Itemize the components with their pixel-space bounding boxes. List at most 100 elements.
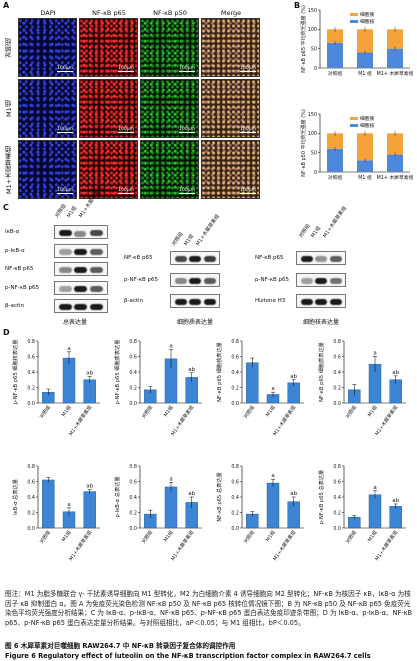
panel-b-chart-p50: 0 50 100 150 NF-κB p50 平均荧光强度 (%) 对照组 M1 组 M1+ … [298, 109, 416, 200]
significance-label: ab [188, 367, 195, 373]
blot1-label-p-ikba: p-IκB-α [5, 248, 25, 254]
y-tick-label: 0.6 [129, 354, 137, 360]
significance-label: a [169, 344, 172, 350]
y-axis-label: p-IκB-α 总表达量 [113, 476, 121, 517]
blot1-strip-ikba [54, 225, 108, 239]
row-label-control: 对照组 [5, 38, 13, 58]
bar-cytoplasm [387, 133, 403, 155]
y-tick-label: 0.6 [27, 479, 35, 485]
y-tick-label: 0.0 [129, 526, 137, 532]
panel-d-label: D [3, 328, 10, 337]
bar [348, 516, 361, 529]
bar [164, 486, 178, 529]
scale-bar: 100μm [179, 127, 195, 133]
blot1-label-ikba: IκB-α [5, 229, 20, 235]
micrograph-merge-m1: 100μm [201, 79, 260, 138]
x-tick-label: M1 组 [358, 174, 372, 181]
x-tick-label: M1 组 [358, 70, 372, 77]
bar-chart-svg: 0.00.20.40.60.8p-IκB-α 总表达量对照组aM1组abM1+木… [113, 464, 202, 562]
blot2-title: 细胞质表达量 [176, 319, 213, 326]
blot3-strip-p-p65 [296, 273, 346, 287]
y-tick-label: 0.2 [333, 385, 341, 391]
channel-label-dapi: DAPI [40, 9, 56, 17]
x-tick-label: 对照组 [344, 404, 358, 420]
figure-title-en: Figure 6 Regulatory effect of luteolin o… [5, 652, 371, 660]
scale-bar: 100μm [240, 66, 256, 72]
bar [83, 379, 96, 404]
significance-label: ab [392, 370, 399, 376]
micrograph-p50-control: 100μm [140, 18, 199, 77]
y-tick-label: 0.2 [333, 510, 341, 516]
y-axis-label: NF-κB p50 平均荧光强度 (%) [300, 109, 307, 177]
x-tick-label: 对照组 [38, 404, 52, 420]
micrograph-dapi-luteolin: 100μm [18, 140, 77, 199]
x-tick-label: 对照组 [242, 404, 256, 420]
figure-notes: 图注：M1 为脂多糖联合 γ- 干扰素诱导细胞向 M1 型转化，M2 为白细胞介… [5, 590, 413, 627]
x-tick-label: M1组 [162, 404, 175, 418]
bar-nucleus [327, 148, 343, 172]
y-tick-label: 0.8 [129, 339, 137, 345]
y-tick-label: 100 [308, 27, 317, 33]
bar [389, 506, 402, 529]
significance-label: a [67, 346, 70, 352]
y-tick-label: 0.0 [129, 401, 137, 407]
x-tick-label: 对照组 [242, 529, 256, 545]
y-tick-label: 50 [311, 46, 317, 52]
y-axis-label: p-NF-κB p65 细胞核表达量 [11, 340, 19, 405]
scale-bar: 100μm [118, 127, 134, 133]
blot3-label-p-p65: p-NF-κB p65 [255, 277, 289, 283]
blot1-strip-actin [54, 299, 108, 313]
blot2-label-actin: β-actin [124, 298, 144, 304]
y-tick-label: 0.2 [231, 510, 239, 516]
blot3-strip-p65 [296, 251, 346, 265]
bar-cytoplasm [357, 133, 373, 161]
scale-bar: 100μm [57, 66, 73, 72]
legend-swatch-nucleus [350, 124, 358, 127]
panel-d-chart-5: 0.0 0.2 0.4 0.6 0.8 IκB-α 总表达量 对照组 a M1组 ab M1+木犀草… [8, 460, 108, 578]
significance-label: ab [290, 374, 297, 380]
y-tick-label: 0.6 [333, 354, 341, 360]
bar [246, 362, 259, 404]
y-tick-label: 0.2 [27, 510, 35, 516]
bar-chart-svg: 0.00.20.40.60.8NF-κB p65 总表达量对照组aM1组abM1… [215, 464, 304, 562]
y-axis-label: NF-κB p65 平均荧光强度 (%) [300, 5, 307, 73]
scale-bar: 100μm [57, 127, 73, 133]
row-label-m1: M1组 [5, 100, 13, 118]
y-tick-label: 0.8 [231, 464, 239, 470]
y-tick-label: 0.8 [27, 464, 35, 470]
panel-d-chart-7: 0.0 0.2 0.4 0.6 0.8 NF-κB p65 总表达量 对照组 a M1组 ab M1… [212, 460, 312, 578]
blot1-title: 总表达量 [62, 319, 87, 326]
legend-swatch-nucleus [350, 20, 358, 23]
y-tick-label: 0.2 [231, 385, 239, 391]
blot2-strip-actin [170, 294, 220, 308]
y-tick-label: 0.0 [231, 401, 239, 407]
y-tick-label: 0.4 [231, 495, 239, 501]
legend-swatch-cytoplasm [350, 13, 358, 16]
blot1-label-actin: β-actin [5, 303, 25, 309]
significance-label: ab [86, 483, 93, 489]
blot2-col-m1-luteolin: M1+木犀草素组 [195, 213, 222, 247]
micrograph-merge-luteolin: 100μm [201, 140, 260, 199]
blot2-col-control: 对照组 [171, 231, 185, 247]
y-tick-label: 0.8 [333, 339, 341, 345]
bar [266, 482, 280, 529]
y-axis-label: p-NF-κB p65 细胞质表达量 [113, 340, 121, 405]
y-axis-label: p-NF-κB p65 总表达量 [317, 470, 325, 524]
blot3-col-control: 对照组 [298, 223, 312, 239]
scale-bar: 100μm [179, 66, 195, 72]
micrograph-dapi-control: 100μm [18, 18, 77, 77]
panel-d-chart-2: 0.0 0.2 0.4 0.6 0.8 p-NF-κB p65 细胞质表达量 对照组 a M1组… [110, 335, 210, 453]
y-tick-label: 0 [314, 66, 317, 72]
y-tick-label: 0.4 [129, 370, 137, 376]
y-tick-label: 0.0 [27, 401, 35, 407]
bar-nucleus [327, 42, 343, 68]
bar-cytoplasm [327, 29, 343, 43]
x-tick-label: M1组 [162, 529, 175, 543]
y-tick-label: 0.4 [27, 370, 35, 376]
blot3-label-histone: Histone H3 [255, 298, 286, 304]
panel-c-label: C [3, 203, 9, 212]
